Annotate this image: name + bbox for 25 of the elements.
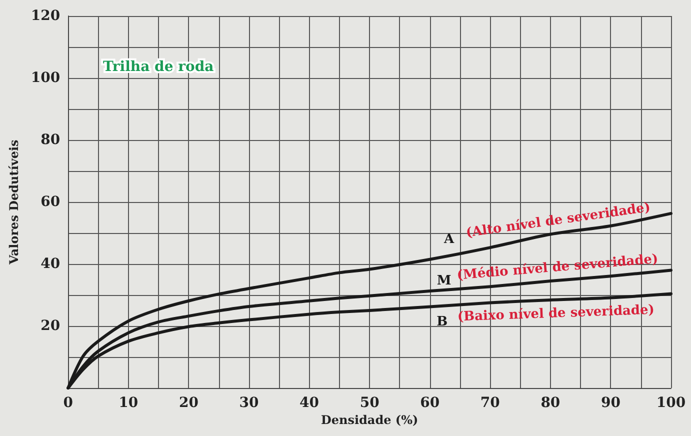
y-tick-label: 80 bbox=[40, 132, 60, 148]
series-label: M bbox=[436, 273, 452, 288]
x-tick-label: 20 bbox=[178, 395, 199, 411]
y-tick-label: 20 bbox=[40, 318, 60, 334]
x-axis-title: Densidade (%) bbox=[320, 413, 418, 427]
y-tick-label: 40 bbox=[40, 256, 60, 272]
annotation: (Médio nível de severidade) bbox=[456, 252, 659, 284]
x-tick-label: 10 bbox=[118, 395, 138, 411]
y-axis-title: Valores Dedutíveis bbox=[7, 139, 21, 266]
y-tick-label: 120 bbox=[30, 8, 60, 24]
series-label: A bbox=[443, 232, 456, 248]
x-tick-label: 50 bbox=[360, 395, 380, 411]
x-tick-label: 90 bbox=[600, 395, 621, 411]
x-tick-label: 100 bbox=[656, 395, 686, 411]
annotation: (Alto nível de severidade) bbox=[465, 200, 652, 241]
x-tick-label: 30 bbox=[239, 395, 259, 411]
x-tick-label: 0 bbox=[63, 395, 74, 411]
x-tick-label: 80 bbox=[540, 395, 560, 411]
x-tick-label: 40 bbox=[300, 395, 320, 411]
y-tick-label: 60 bbox=[40, 194, 60, 210]
y-tick-label: 100 bbox=[30, 70, 60, 86]
annotation: (Baixo nível de severidade) bbox=[457, 302, 655, 325]
series-label: B bbox=[436, 314, 448, 330]
x-tick-label: 70 bbox=[480, 395, 500, 411]
x-tick-label: 60 bbox=[420, 395, 440, 411]
